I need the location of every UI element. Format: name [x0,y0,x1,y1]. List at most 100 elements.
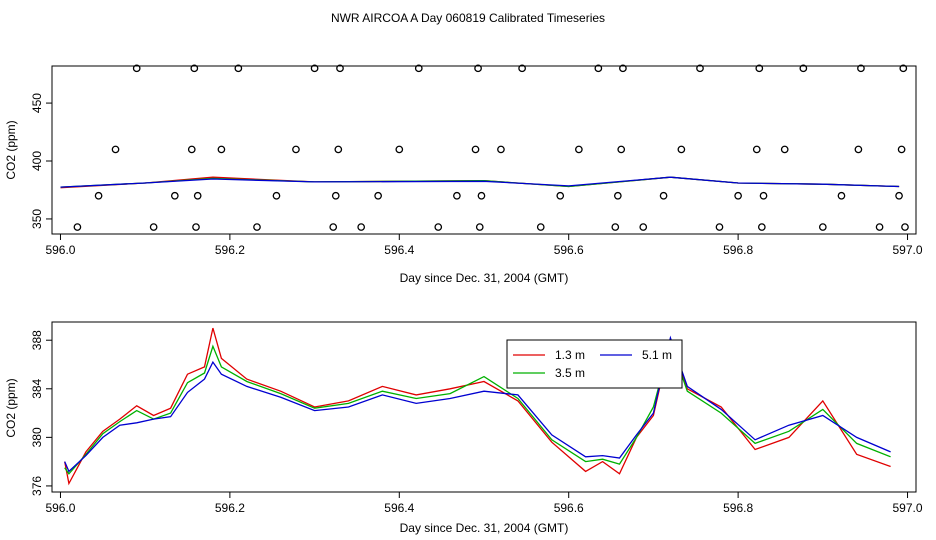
calibration-point [734,191,742,200]
calibration-point [73,223,82,231]
calibration-point [715,223,724,231]
calibration-point [497,145,505,154]
calibration-point [336,64,344,73]
x-tick-label: 596.6 [554,243,584,257]
top-y-ticks: 350 400 450 [30,93,52,229]
x-tick-label: 597.0 [893,501,923,515]
top-calibration-points [73,64,909,231]
bottom-chart: 596.0 596.2 596.4 596.6 596.8 597.0 376 380 384… [4,321,923,535]
x-tick-label: 596.6 [554,501,584,515]
legend-label-1-3m: 1.3 m [555,348,585,362]
calibration-point [187,145,196,154]
calibration-point [471,145,480,154]
calibration-point [755,64,764,73]
calibration-point [414,64,423,73]
calibration-point [518,64,526,73]
bottom-x-ticks: 596.0 596.2 596.4 596.6 596.8 597.0 [45,492,923,515]
x-tick-label: 596.0 [45,501,75,515]
series-line-1-3-m [60,176,900,189]
calibration-point [752,145,761,154]
calibration-point [899,64,908,73]
calibration-point [253,223,261,231]
calibration-point [234,64,243,73]
bottom-x-axis-label: Day since Dec. 31, 2004 (GMT) [400,521,569,535]
calibration-point [217,145,226,154]
calibration-point [895,191,903,200]
calibration-point [799,64,808,73]
calibration-point [780,145,789,154]
y-tick-label: 388 [30,330,44,350]
calibration-point [617,145,626,154]
calibration-point [613,191,622,200]
top-series-lines [60,176,900,189]
series-line-3-5-m [64,340,891,475]
series-line-3-5-m [60,176,900,188]
x-tick-label: 596.4 [384,501,414,515]
calibration-point [193,191,202,200]
calibration-point [759,191,768,200]
y-tick-label: 400 [30,151,44,171]
y-tick-label: 380 [30,427,44,447]
calibration-point [556,191,565,200]
calibration-point [111,145,120,154]
legend: 1.3 m 3.5 m 5.1 m [506,339,683,389]
calibration-point [477,191,486,200]
calibration-point [190,64,199,73]
bottom-y-ticks: 376 380 384 388 [30,330,52,496]
calibration-point [357,223,366,231]
calibration-point [292,145,300,154]
legend-label-5-1m: 5.1 m [642,348,672,362]
calibration-point [854,145,863,154]
y-tick-label: 450 [30,93,44,113]
calibration-point [395,145,404,154]
calibration-point [329,223,338,231]
calibration-point [875,223,884,231]
top-chart: 596.0 596.2 596.4 596.6 596.8 597.0 350 400 450… [4,64,923,285]
series-line-1-3-m [64,327,891,486]
x-tick-label: 596.4 [384,243,414,257]
calibration-point [192,223,200,231]
top-x-ticks: 596.0 596.2 596.4 596.6 596.8 597.0 [45,234,923,257]
calibration-point [619,64,627,73]
calibration-point [677,145,686,154]
calibration-point [474,64,482,73]
calibration-point [575,145,583,154]
calibration-point [757,223,766,231]
calibration-point [536,223,545,231]
calibration-point [639,223,648,231]
y-tick-label: 384 [30,378,44,398]
x-tick-label: 596.0 [45,243,75,257]
calibration-point [901,223,909,231]
top-y-axis-label: CO2 (ppm) [4,120,18,179]
calibration-point [132,64,141,73]
y-tick-label: 376 [30,476,44,496]
x-tick-label: 596.8 [723,243,753,257]
calibration-point [696,64,704,73]
bottom-plot-frame [51,321,917,493]
x-tick-label: 596.2 [215,501,245,515]
top-x-axis-label: Day since Dec. 31, 2004 (GMT) [400,271,569,285]
legend-label-3-5m: 3.5 m [555,366,585,380]
calibration-point [170,191,179,200]
y-tick-label: 350 [30,209,44,229]
x-tick-label: 596.8 [723,501,753,515]
legend-box [506,339,683,389]
page-title: NWR AIRCOA A Day 060819 Calibrated Times… [331,11,605,25]
series-line-5-1-m [60,176,900,188]
calibration-point [149,223,158,231]
x-tick-label: 597.0 [893,243,923,257]
calibration-point [310,64,319,73]
calibration-point [94,191,103,200]
calibration-point [434,223,443,231]
calibration-point [331,191,340,200]
x-tick-label: 596.2 [215,243,245,257]
calibration-point [453,191,461,200]
calibration-point [611,223,620,231]
top-plot-frame [51,65,917,235]
bottom-series-lines [64,327,891,486]
calibration-point [594,64,603,73]
series-line-5-1-m [64,335,891,473]
calibration-point [837,191,846,200]
calibration-point [857,64,865,73]
